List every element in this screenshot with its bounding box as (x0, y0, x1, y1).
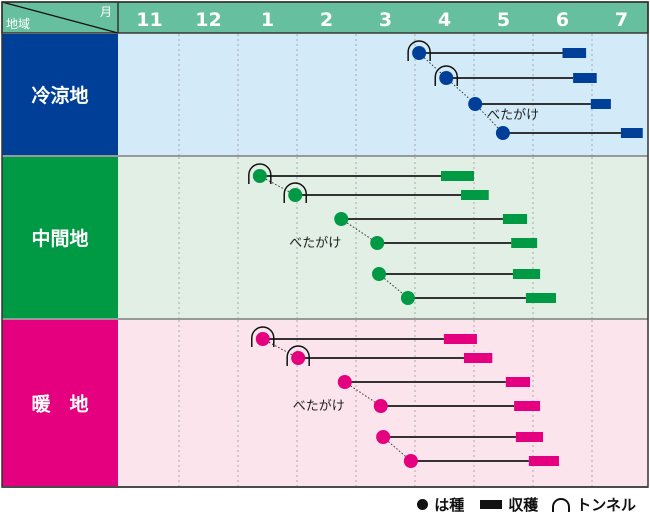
chart-svg: 月地域 11 12 1 2 3 4 5 6 7冷涼地べたがけ中間地 べたがけ暖 地べたがけ (1, 1, 649, 488)
region-bg (118, 34, 648, 156)
tunnel-arc (248, 163, 272, 184)
betagake-note: べたがけ (487, 108, 539, 123)
harvest-bar (461, 190, 489, 200)
harvest-bar (511, 238, 538, 248)
harvest-bar (620, 128, 643, 138)
harvest-bar (443, 334, 477, 344)
harvest-bar (505, 377, 531, 387)
sow-dot (252, 169, 267, 183)
sow-dot-icon (417, 499, 429, 510)
chart-border (1, 1, 649, 488)
month-label: 6 (556, 9, 569, 31)
month-label: 7 (615, 9, 628, 31)
tunnel-arc (286, 345, 310, 366)
harvest-bar (514, 401, 541, 411)
legend-harvest: 収穫 (508, 496, 539, 514)
harvest-bar (512, 269, 541, 279)
dotted-link (340, 218, 378, 244)
sow-dot (288, 188, 303, 202)
sow-dot (291, 351, 306, 365)
region-label-bg (2, 157, 118, 319)
month-label: 2 (320, 9, 333, 31)
corner-diagonal (1, 1, 119, 34)
sow-dot (372, 267, 387, 281)
region-bg (118, 157, 648, 319)
tunnel-arc (283, 182, 307, 203)
sow-dot (376, 430, 391, 444)
tunnel-arc (407, 40, 431, 61)
region-name: 冷涼地 (31, 84, 88, 107)
sow-dot (370, 236, 385, 250)
region-label-bg (2, 320, 118, 487)
harvest-bar (525, 293, 557, 303)
tunnel-arc (251, 326, 275, 347)
region-name: 暖 地 (31, 393, 88, 416)
region-label-bg (2, 34, 118, 156)
sow-dot (255, 332, 270, 346)
sow-dot (412, 46, 427, 60)
month-label: 3 (379, 9, 392, 31)
legend: は種 収穫 トンネル (417, 494, 636, 515)
dotted-link (344, 381, 382, 407)
betagake-note: べたがけ (289, 236, 341, 251)
region-name: 中間地 (31, 227, 88, 250)
sow-dot (334, 212, 349, 226)
harvest-bar (590, 99, 611, 109)
sow-dot (400, 291, 415, 305)
sow-dot (495, 126, 510, 140)
corner-month-label: 月 (100, 5, 112, 19)
legend-sow: は種 (434, 496, 465, 514)
month-label: 5 (497, 9, 510, 31)
harvest-bar (573, 73, 597, 83)
month-label: 1 (261, 9, 274, 31)
month-label: 4 (438, 9, 451, 31)
dotted-link (418, 52, 447, 79)
sow-dot (468, 97, 483, 111)
harvest-bar-icon (480, 500, 503, 509)
corner-region-label: 地域 (6, 17, 30, 31)
sow-dot (439, 71, 454, 85)
harvest-bar (528, 456, 559, 466)
sow-dot (403, 454, 418, 468)
dotted-link (382, 436, 412, 462)
harvest-bar (502, 214, 528, 224)
harvest-bar (440, 171, 474, 181)
month-label: 11 (136, 9, 162, 31)
betagake-note: べたがけ (293, 399, 345, 414)
harvest-bar (463, 353, 493, 363)
sow-dot (373, 399, 388, 413)
harvest-bar (515, 432, 544, 442)
legend-tunnel: トンネル (576, 496, 636, 514)
harvest-bar (562, 48, 587, 58)
dotted-link (378, 273, 409, 299)
sow-dot (337, 375, 352, 389)
tunnel-icon (552, 497, 571, 512)
month-label: 12 (195, 9, 221, 31)
tunnel-arc (434, 65, 459, 86)
